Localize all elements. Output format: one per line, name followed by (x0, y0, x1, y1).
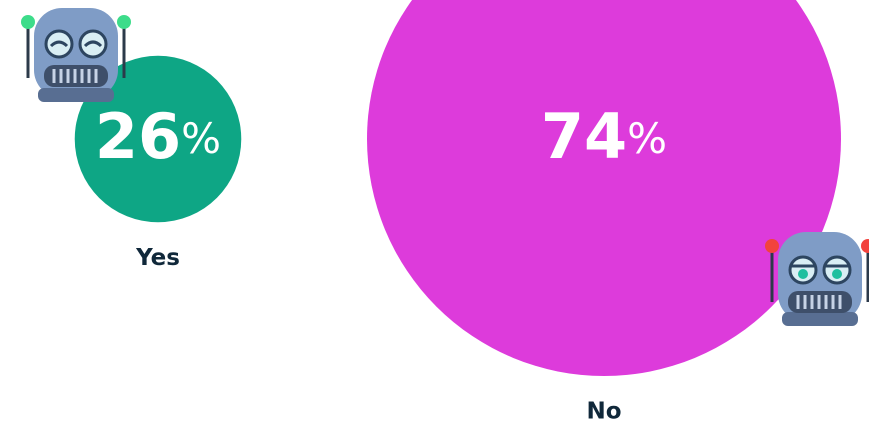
value-number: 26 (95, 100, 181, 173)
antenna-dot (861, 239, 869, 253)
robot-eyelid (49, 40, 69, 48)
category-label: No (586, 399, 621, 425)
antenna-dot (21, 15, 35, 29)
robot-icon (21, 8, 131, 102)
robot-eyelid (83, 40, 103, 48)
bubble (74, 55, 242, 223)
robot-eye (78, 29, 108, 59)
value-label: 26% (95, 100, 221, 173)
marks: 26% Yes 74% No (74, 0, 841, 425)
bubble (367, 0, 841, 376)
robot-jaw (38, 88, 114, 102)
robot-grille (52, 69, 98, 83)
robot-iris (832, 269, 842, 279)
robot-jaw (782, 312, 858, 326)
antenna-dot (765, 239, 779, 253)
value-number: 74 (541, 100, 627, 173)
robot-icon (765, 232, 869, 326)
robot-iris (798, 269, 808, 279)
value-unit: % (181, 114, 221, 163)
robot-grille (796, 295, 842, 309)
category-label: Yes (135, 245, 180, 271)
value-label: 74% (541, 100, 667, 173)
antenna-dot (117, 15, 131, 29)
value-unit: % (627, 114, 667, 163)
robot-eye (44, 29, 74, 59)
